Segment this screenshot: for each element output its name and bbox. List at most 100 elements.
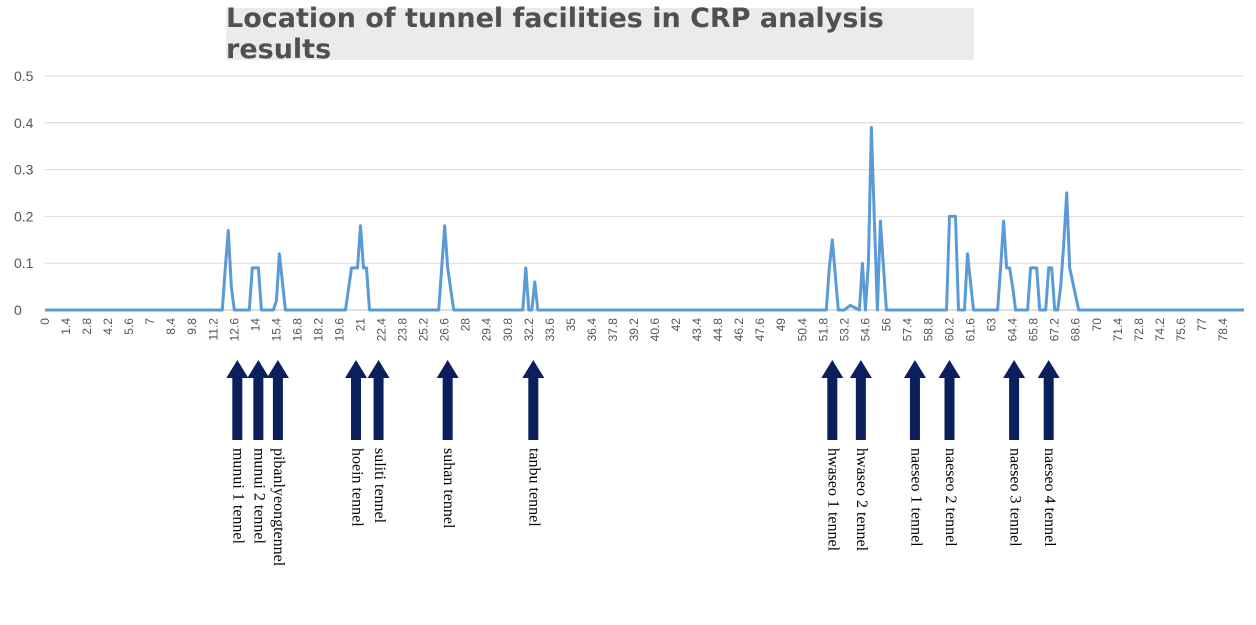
- y-tick-label: 0.1: [14, 255, 34, 271]
- up-arrow-icon: [938, 360, 961, 440]
- tunnel-marker: naeseo 4 tennel: [1037, 360, 1060, 547]
- tunnel-label: hoein tennel: [348, 448, 365, 527]
- tunnel-label: tanbu tennel: [526, 448, 543, 527]
- tunnel-label: pibanlyeongtennel: [270, 448, 287, 567]
- up-arrow-icon: [247, 360, 270, 440]
- y-tick-label: 0: [14, 302, 22, 318]
- tunnel-label: naeseo 3 tennel: [1006, 448, 1023, 547]
- x-tick-label: 78.4: [1216, 318, 1230, 342]
- x-tick-label: 4.2: [101, 318, 115, 335]
- tunnel-label: naeseo 1 tennel: [907, 448, 924, 547]
- x-tick-label: 53.2: [837, 318, 851, 342]
- x-tick-label: 65.8: [1027, 318, 1041, 342]
- x-tick-label: 14: [248, 318, 262, 332]
- x-tick-label: 25.2: [417, 318, 431, 342]
- y-axis-ticks: 0 0.1 0.2 0.3 0.4 0.5: [14, 68, 34, 318]
- up-arrow-icon: [849, 360, 872, 440]
- x-tick-label: 1.4: [59, 318, 73, 335]
- x-tick-label: 74.2: [1153, 318, 1167, 342]
- up-arrow-icon: [266, 360, 289, 440]
- x-tick-label: 12.6: [227, 318, 241, 342]
- x-tick-label: 77: [1195, 318, 1209, 332]
- series-line: [45, 126, 1244, 312]
- x-tick-label: 60.2: [943, 318, 957, 342]
- x-tick-label: 64.4: [1006, 318, 1020, 342]
- x-tick-label: 43.4: [690, 318, 704, 342]
- tunnel-marker: munui 1 tennel: [226, 360, 249, 545]
- x-tick-label: 9.8: [185, 318, 199, 335]
- tunnel-marker: naeseo 3 tennel: [1003, 360, 1026, 547]
- x-tick-label: 8.4: [164, 318, 178, 335]
- up-arrow-icon: [522, 360, 545, 440]
- x-tick-label: 19.6: [332, 318, 346, 342]
- up-arrow-icon: [1003, 360, 1026, 440]
- x-tick-label: 51.8: [816, 318, 830, 342]
- x-tick-label: 39.2: [627, 318, 641, 342]
- x-tick-label: 42: [669, 318, 683, 332]
- x-tick-label: 26.6: [438, 318, 452, 342]
- x-tick-label: 50.4: [795, 318, 809, 342]
- tunnel-label: naeseo 4 tennel: [1041, 448, 1058, 547]
- x-tick-label: 72.8: [1132, 318, 1146, 342]
- x-tick-label: 40.6: [648, 318, 662, 342]
- tunnel-label: naeseo 2 tennel: [942, 448, 959, 547]
- up-arrow-icon: [821, 360, 844, 440]
- tunnel-marker: hwaseo 2 tennel: [849, 360, 872, 552]
- up-arrow-icon: [345, 360, 368, 440]
- tunnel-marker: naeseo 1 tennel: [903, 360, 926, 547]
- x-tick-label: 21: [354, 318, 368, 332]
- x-tick-label: 47.6: [753, 318, 767, 342]
- tunnel-marker: suliti tennel: [367, 360, 390, 524]
- y-tick-label: 0.3: [14, 162, 34, 178]
- x-tick-label: 71.4: [1111, 318, 1125, 342]
- x-tick-label: 44.8: [711, 318, 725, 342]
- x-tick-label: 23.8: [396, 318, 410, 342]
- x-tick-label: 5.6: [122, 318, 136, 335]
- tunnel-label: suliti tennel: [371, 448, 388, 524]
- chart-title-box: Location of tunnel facilities in CRP ana…: [226, 3, 974, 65]
- tunnel-marker: hoein tennel: [345, 360, 368, 527]
- y-tick-label: 0.2: [14, 208, 34, 224]
- up-arrow-icon: [903, 360, 926, 440]
- x-tick-label: 70: [1090, 318, 1104, 332]
- x-tick-label: 36.4: [585, 318, 599, 342]
- x-tick-label: 46.2: [732, 318, 746, 342]
- x-tick-label: 61.6: [964, 318, 978, 342]
- up-arrow-icon: [226, 360, 249, 440]
- x-tick-label: 32.2: [522, 318, 536, 342]
- x-tick-label: 0: [38, 318, 52, 325]
- x-tick-label: 75.6: [1174, 318, 1188, 342]
- x-tick-label: 11.2: [206, 318, 220, 341]
- x-tick-label: 7: [143, 318, 157, 325]
- x-tick-label: 63: [985, 318, 999, 332]
- x-tick-label: 22.4: [375, 318, 389, 342]
- x-tick-label: 33.6: [543, 318, 557, 342]
- series-group: [45, 126, 1244, 312]
- x-tick-label: 67.2: [1048, 318, 1062, 342]
- x-tick-label: 68.6: [1069, 318, 1083, 342]
- tunnel-marker: pibanlyeongtennel: [266, 360, 289, 567]
- x-tick-label: 54.6: [858, 318, 872, 342]
- x-tick-label: 28: [459, 318, 473, 332]
- up-arrow-icon: [1037, 360, 1060, 440]
- tunnel-marker: tanbu tennel: [522, 360, 545, 527]
- y-tick-label: 0.4: [14, 115, 34, 131]
- up-arrow-icon: [367, 360, 390, 440]
- tunnel-label: munui 2 tennel: [251, 448, 268, 545]
- tunnel-label: hwaseo 2 tennel: [853, 448, 870, 552]
- x-tick-label: 58.8: [921, 318, 935, 342]
- x-tick-label: 29.4: [480, 318, 494, 342]
- x-tick-label: 37.8: [606, 318, 620, 342]
- tunnel-label: hwaseo 1 tennel: [825, 448, 842, 552]
- y-tick-label: 0.5: [14, 68, 34, 84]
- tunnel-label: suhan tennel: [440, 448, 457, 529]
- x-tick-label: 16.8: [290, 318, 304, 342]
- x-tick-label: 57.4: [900, 318, 914, 342]
- x-axis-ticks: 0 1.4 2.8 4.2 5.6 7 8.4 9.8 11.2 12.6 14 15.4 16.8 18…: [38, 318, 1230, 342]
- tunnel-marker: hwaseo 1 tennel: [821, 360, 844, 552]
- tunnel-annotations: munui 1 tennel munui 2 tennel pibanlyeongt…: [226, 360, 1060, 567]
- x-tick-label: 2.8: [80, 318, 94, 335]
- tunnel-marker: suhan tennel: [436, 360, 459, 529]
- tunnel-marker: naeseo 2 tennel: [938, 360, 961, 547]
